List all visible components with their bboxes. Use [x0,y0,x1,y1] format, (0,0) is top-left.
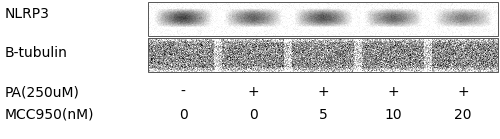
Text: NLRP3: NLRP3 [5,7,50,21]
Text: -: - [180,85,186,99]
Text: +: + [387,85,399,99]
Text: +: + [317,85,329,99]
Text: +: + [457,85,469,99]
Text: 20: 20 [454,108,472,122]
Text: 5: 5 [318,108,328,122]
Text: MCC950(nM): MCC950(nM) [5,108,94,122]
Text: 0: 0 [248,108,258,122]
Text: 0: 0 [178,108,188,122]
Text: 10: 10 [384,108,402,122]
Text: B-tubulin: B-tubulin [5,46,68,60]
Text: PA(250uM): PA(250uM) [5,85,80,99]
Bar [148,2,498,36]
Text: +: + [247,85,259,99]
Bar [148,38,498,72]
